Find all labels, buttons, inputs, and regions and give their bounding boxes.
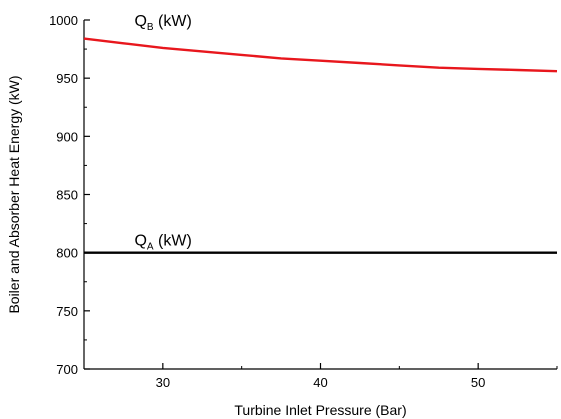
y-tick-label: 950 bbox=[56, 71, 78, 86]
y-tick-label: 1000 bbox=[49, 13, 78, 28]
series-label-0: QB (kW) bbox=[134, 13, 191, 33]
y-tick-label: 800 bbox=[56, 246, 78, 261]
x-tick-label: 50 bbox=[471, 375, 485, 390]
labels-layer: QB (kW)QA (kW) bbox=[134, 13, 191, 253]
series-label-subscript: B bbox=[147, 22, 154, 33]
series-line-0 bbox=[83, 37, 558, 73]
series-label-unit: (kW) bbox=[154, 13, 192, 30]
series-layer bbox=[83, 37, 558, 254]
series-label-unit: (kW) bbox=[154, 233, 192, 250]
series-label-subscript: A bbox=[147, 242, 154, 253]
series-label-main: Q bbox=[134, 13, 146, 30]
y-tick-label: 750 bbox=[56, 304, 78, 319]
y-tick-label: 900 bbox=[56, 129, 78, 144]
y-ticks: 700 750 800 850 900 950 1000 bbox=[49, 13, 90, 377]
x-ticks: 30 40 50 bbox=[83, 363, 558, 390]
axes: 30 40 50 700 750 800 850 900 950 1000 bbox=[49, 13, 558, 390]
x-tick-label: 30 bbox=[156, 375, 170, 390]
series-label-1: QA (kW) bbox=[134, 233, 191, 253]
x-tick-label: 40 bbox=[313, 375, 327, 390]
y-axis-title: Boiler and Absorber Heat Energy (kW) bbox=[6, 75, 22, 313]
x-axis-title: Turbine Inlet Pressure (Bar) bbox=[234, 402, 406, 418]
series-label-main: Q bbox=[134, 233, 146, 250]
y-tick-label: 850 bbox=[56, 188, 78, 203]
y-tick-label: 700 bbox=[56, 362, 78, 377]
